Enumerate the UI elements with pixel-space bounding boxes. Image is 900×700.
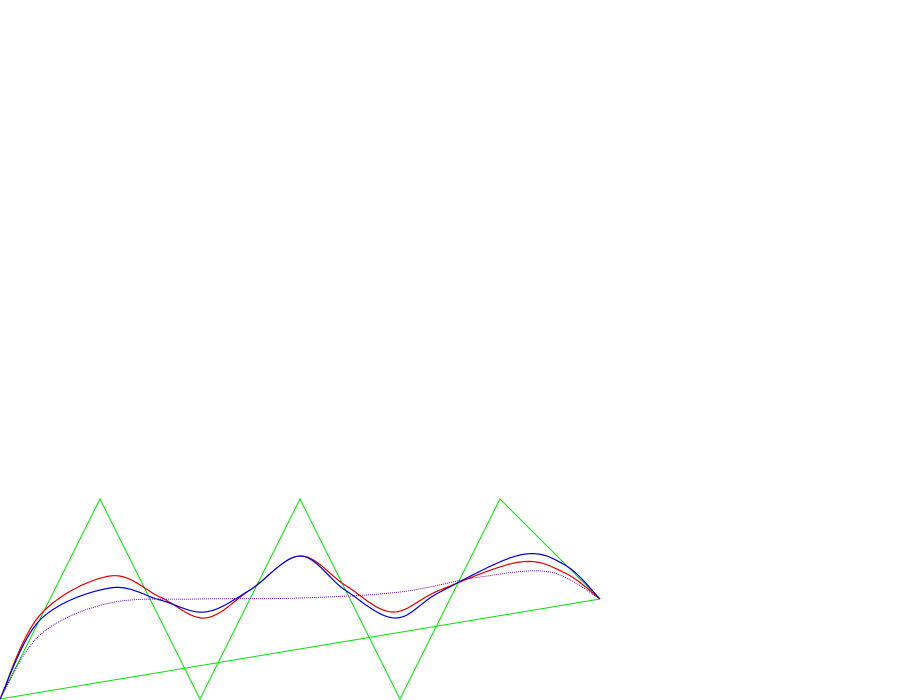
control-polygon-line xyxy=(0,497,601,700)
control-polygon xyxy=(0,497,601,700)
closing-segment xyxy=(0,598,601,700)
purple-curve xyxy=(0,570,601,700)
curve-group xyxy=(0,553,601,700)
blue-curve xyxy=(0,553,601,700)
